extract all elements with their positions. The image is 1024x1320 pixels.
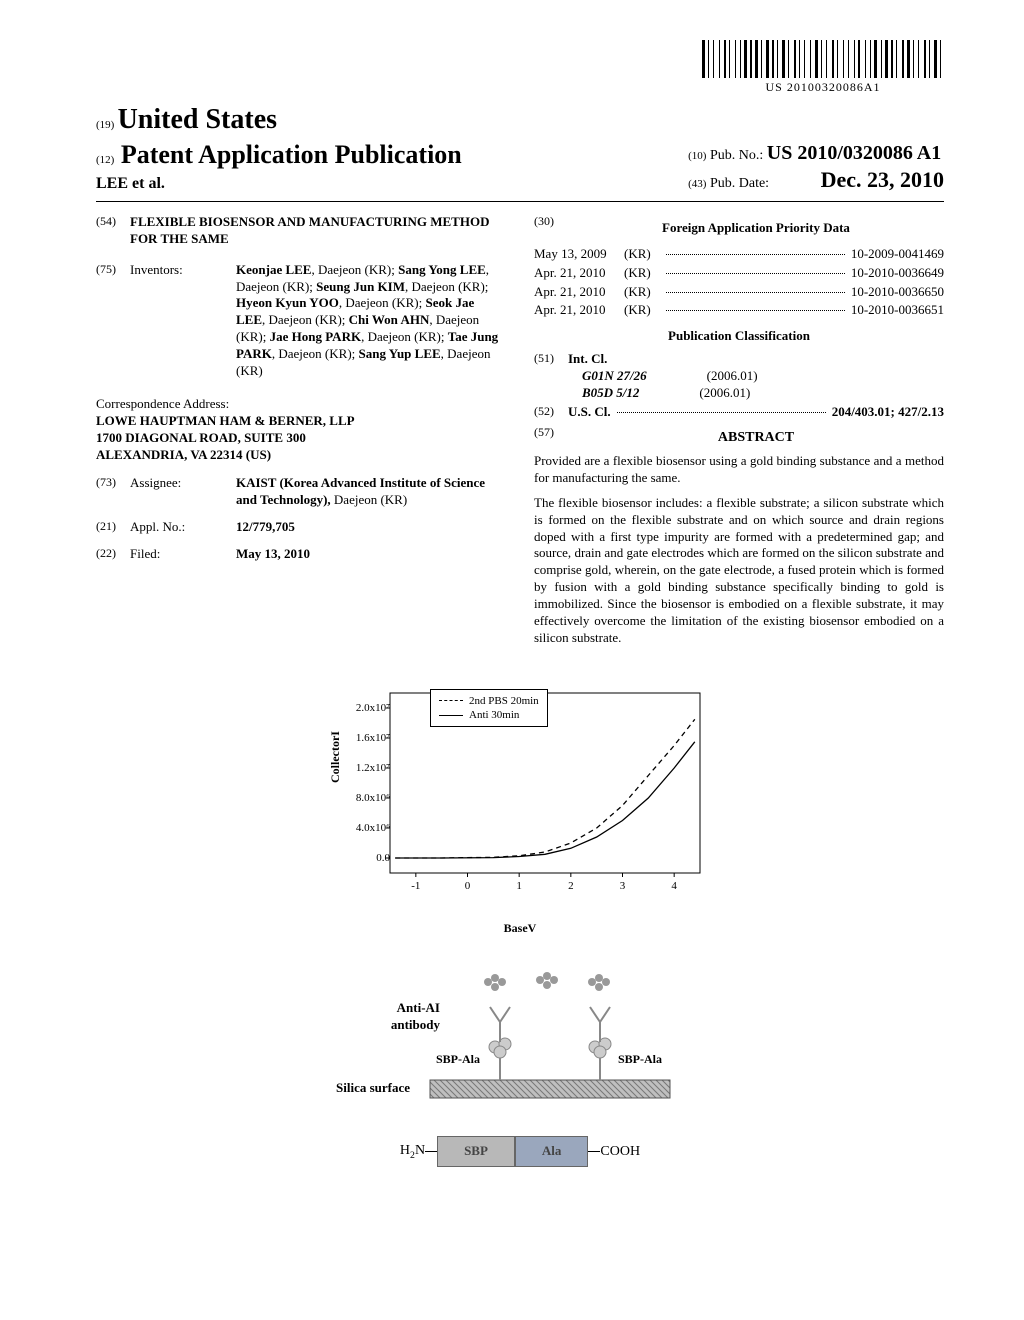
legend-0: 2nd PBS 20min [469, 694, 539, 708]
intcl-rows: G01N 27/26(2006.01)B05D 5/12(2006.01) [568, 368, 944, 402]
ytick-label: 1.2x10⁷ [338, 761, 390, 775]
xtick-label: -1 [411, 879, 420, 893]
code-51: (51) [534, 351, 568, 402]
intcl-row: B05D 5/12(2006.01) [568, 385, 944, 402]
label-sbp-right: SBP-Ala [618, 1052, 662, 1068]
xtick-label: 4 [671, 879, 677, 893]
chart-xlabel: BaseV [330, 921, 710, 937]
code-52: (52) [534, 404, 568, 421]
assignee-rest: Daejeon (KR) [334, 492, 407, 507]
code-10: (10) [688, 150, 706, 162]
barcode-region: US 20100320086A1 [96, 40, 944, 96]
filed-label: Filed: [130, 546, 236, 563]
country-name: United States [118, 104, 277, 135]
priority-row: Apr. 21, 2010(KR)10-2010-0036649 [534, 264, 944, 283]
label-anti: Anti-AI antibody [368, 1000, 440, 1034]
abstract-p2: The flexible biosensor includes: a flexi… [534, 495, 944, 647]
assignee-value: KAIST (Korea Advanced Institute of Scien… [236, 475, 506, 509]
country-line: (19) United States [96, 102, 462, 138]
foreign-priority-heading: Foreign Application Priority Data [568, 220, 944, 237]
pub-type-line: (12) Patent Application Publication [96, 138, 462, 172]
chart: 2nd PBS 20min Anti 30min CollectorI 0.04… [330, 683, 710, 937]
code-30: (30) [534, 214, 568, 243]
uscl-dots [617, 404, 826, 413]
chart-legend: 2nd PBS 20min Anti 30min [430, 689, 548, 728]
code-57: (57) [534, 425, 568, 453]
ytick-label: 8.0x10⁶ [338, 791, 390, 805]
xtick-label: 2 [568, 879, 574, 893]
label-surface: Silica surface [336, 1080, 410, 1097]
xtick-label: 1 [516, 879, 522, 893]
assignee-label: Assignee: [130, 475, 236, 509]
code-22: (22) [96, 546, 130, 563]
pubno-value: US 2010/0320086 A1 [767, 142, 941, 164]
barcode-number: US 20100320086A1 [702, 80, 944, 96]
uscl-value: 204/403.01; 427/2.13 [832, 404, 944, 421]
xtick-label: 3 [620, 879, 626, 893]
inventors-list: Keonjae LEE, Daejeon (KR); Sang Yong LEE… [236, 262, 506, 380]
pubdate-label: Pub. Date: [710, 176, 769, 191]
correspondence-line-2: ALEXANDRIA, VA 22314 (US) [96, 447, 506, 464]
code-75: (75) [96, 262, 130, 380]
correspondence-label: Correspondence Address: [96, 396, 506, 413]
code-54: (54) [96, 214, 130, 248]
ytick-label: 4.0x10⁶ [338, 821, 390, 835]
ytick-label: 1.6x10⁷ [338, 731, 390, 745]
classification-heading: Publication Classification [534, 328, 944, 345]
intcl-label: Int. Cl. [568, 351, 944, 368]
abstract-p1: Provided are a flexible biosensor using … [534, 453, 944, 487]
correspondence-line-0: LOWE HAUPTMAN HAM & BERNER, LLP [96, 413, 506, 430]
code-19: (19) [96, 119, 114, 131]
pubdate-line: (43) Pub. Date: Dec. 23, 2010 [688, 166, 944, 195]
code-43: (43) [688, 178, 706, 190]
legend-dash-icon [439, 700, 463, 701]
tube-box-sbp: SBP [437, 1136, 515, 1167]
tube-box-ala: Ala [515, 1136, 589, 1167]
barcode-lines [702, 40, 944, 78]
applno-label: Appl. No.: [130, 519, 236, 536]
legend-solid-icon [439, 715, 463, 716]
label-sbp-left: SBP-Ala [436, 1052, 480, 1068]
correspondence-line-1: 1700 DIAGONAL ROAD, SUITE 300 [96, 430, 506, 447]
code-12: (12) [96, 154, 114, 166]
pubdate-value: Dec. 23, 2010 [821, 167, 944, 192]
ytick-label: 0.0 [338, 851, 390, 865]
applicant-name: LEE et al. [96, 174, 462, 195]
intcl-row: G01N 27/26(2006.01) [568, 368, 944, 385]
schematic-diagram: Anti-AI antibody SBP-Ala SBP-Ala Silica … [330, 952, 710, 1112]
inventors-label: Inventors: [130, 262, 236, 380]
uscl-label: U.S. Cl. [568, 404, 611, 421]
legend-1: Anti 30min [469, 708, 519, 722]
priority-row: Apr. 21, 2010(KR)10-2010-0036651 [534, 301, 944, 320]
tube-right: COOH [600, 1143, 640, 1161]
abstract-body: Provided are a flexible biosensor using … [534, 453, 944, 647]
xtick-label: 0 [465, 879, 471, 893]
priority-row: May 13, 2009(KR)10-2009-0041469 [534, 245, 944, 264]
code-73: (73) [96, 475, 130, 509]
tube-left: H2N [400, 1142, 425, 1163]
code-21: (21) [96, 519, 130, 536]
pubno-line: (10) Pub. No.: US 2010/0320086 A1 [688, 140, 944, 166]
abstract-heading: ABSTRACT [568, 429, 944, 447]
header-rule [96, 201, 944, 202]
priority-row: Apr. 21, 2010(KR)10-2010-0036650 [534, 283, 944, 302]
filed-value: May 13, 2010 [236, 546, 506, 563]
applno-value: 12/779,705 [236, 519, 506, 536]
priority-rows: May 13, 2009(KR)10-2009-0041469Apr. 21, … [534, 245, 944, 321]
pubno-label: Pub. No.: [710, 148, 763, 163]
tube-diagram: H2N SBP Ala COOH [400, 1136, 640, 1167]
patent-title: FLEXIBLE BIOSENSOR AND MANUFACTURING MET… [130, 214, 506, 248]
pub-type: Patent Application Publication [121, 140, 462, 169]
ytick-label: 2.0x10⁷ [338, 701, 390, 715]
